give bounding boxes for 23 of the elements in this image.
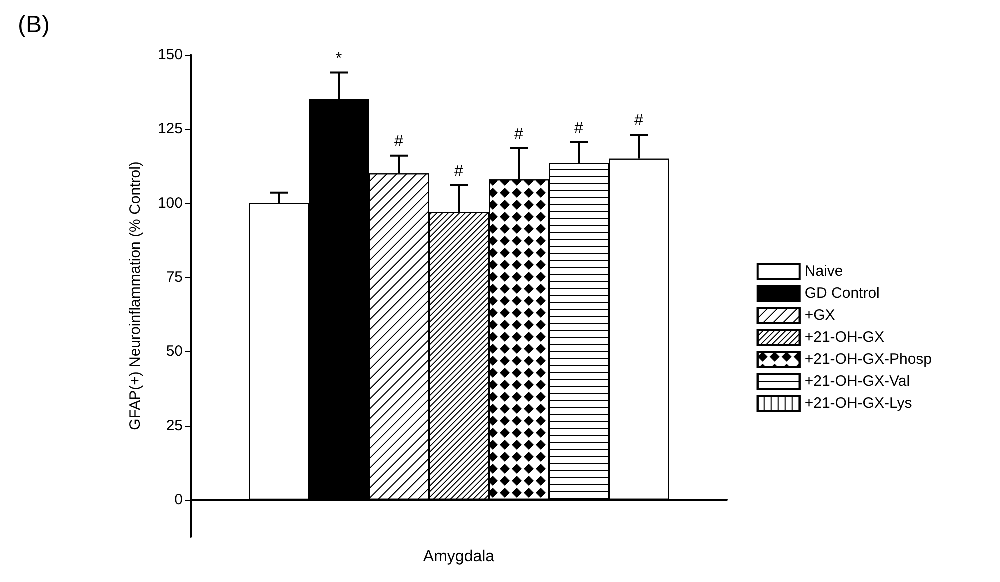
legend-label: GD Control (804, 285, 880, 302)
legend-label: +GX (804, 307, 836, 324)
legend-label: +21-OH-GX-Lys (804, 395, 912, 412)
y-tick-label: 75 (166, 268, 183, 286)
legend-label: +21-OH-GX-Val (804, 373, 910, 390)
annotation: # (574, 120, 584, 137)
y-tick-label: 150 (158, 46, 183, 64)
y-tick-label: 50 (166, 343, 183, 360)
annotation: # (394, 133, 404, 150)
legend-label: Naive (804, 263, 844, 280)
x-tick-label: Amygdala (423, 548, 495, 566)
y-tick-label: 0 (174, 491, 183, 508)
legend-label: +21-OH-GX-Phosp (804, 351, 932, 368)
chart-title: (B) (18, 12, 50, 38)
annotation: * (336, 50, 342, 68)
annotation: # (514, 126, 524, 143)
annotation: # (634, 112, 644, 130)
y-axis-title: GFAP(+) Neuroinflammation (% Control) (127, 162, 144, 430)
y-tick-label: 125 (158, 120, 183, 138)
y-tick-label: 100 (158, 194, 183, 212)
y-tick-label: 25 (166, 417, 183, 434)
legend-label: +21-OH-GX (804, 329, 884, 346)
annotation: # (454, 163, 464, 180)
